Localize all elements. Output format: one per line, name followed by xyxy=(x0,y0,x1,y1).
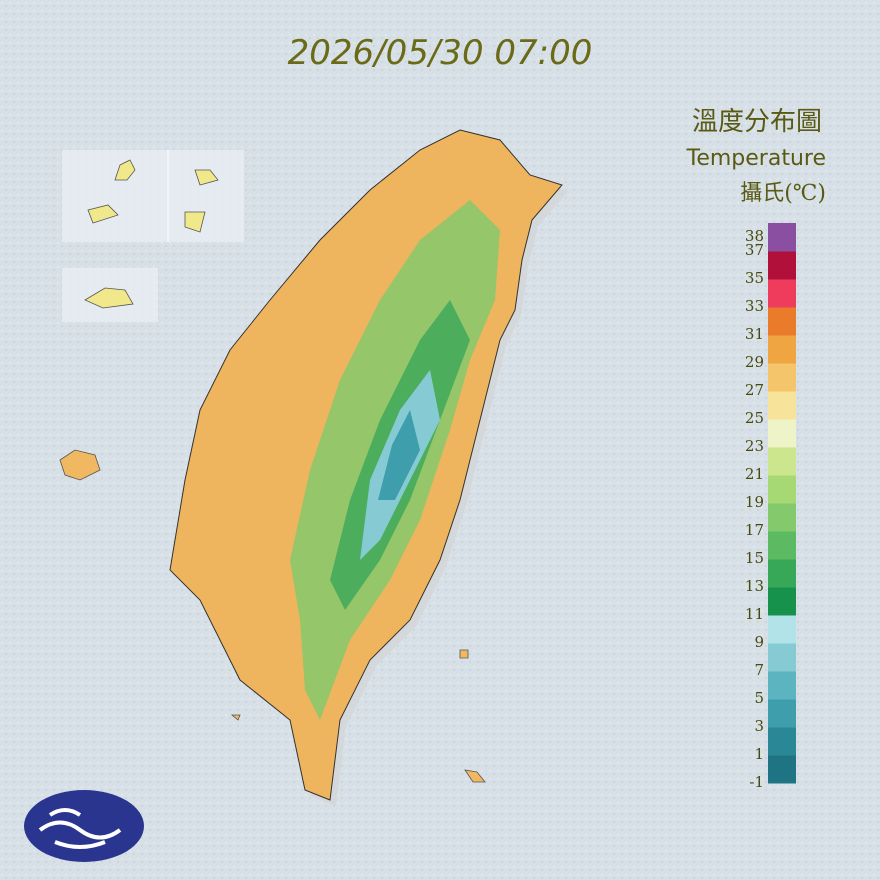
legend-tick-label: 3 xyxy=(754,717,764,735)
legend-tick-label: 35 xyxy=(745,269,764,287)
legend-color-band xyxy=(768,559,796,588)
legend-tick-label: 5 xyxy=(754,689,764,707)
legend-title: 溫度分布圖 xyxy=(692,107,822,137)
legend-tick-label: 25 xyxy=(745,409,764,427)
legend-tick-label: 37 xyxy=(745,241,764,259)
legend-tick-label: 11 xyxy=(745,605,764,623)
legend-tick-label: 17 xyxy=(745,521,764,539)
legend-color-band xyxy=(768,755,796,784)
legend-tick-label: 29 xyxy=(745,353,764,371)
legend-subtitle: Temperature xyxy=(686,146,826,171)
legend-color-band xyxy=(768,699,796,728)
legend-color-band xyxy=(768,223,796,252)
legend-color-band xyxy=(768,643,796,672)
legend-color-band xyxy=(768,391,796,420)
legend-tick-label: 13 xyxy=(745,577,764,595)
taiwan-map xyxy=(169,129,568,806)
legend-unit: 攝氏(℃) xyxy=(740,181,826,206)
legend-tick-label: 19 xyxy=(745,493,764,511)
logo xyxy=(24,790,144,862)
legend-color-band xyxy=(768,671,796,700)
legend-tick-label: 15 xyxy=(745,549,764,567)
legend-color-band xyxy=(768,251,796,280)
legend-color-band xyxy=(768,279,796,308)
legend-tick-label: 7 xyxy=(754,661,764,679)
legend-tick-label: 23 xyxy=(745,437,764,455)
legend-tick-label: 38 xyxy=(745,227,764,245)
timestamp: 2026/05/30 07:00 xyxy=(288,33,593,73)
legend-color-band xyxy=(768,447,796,476)
legend-tick-label: 9 xyxy=(754,633,764,651)
legend-color-band xyxy=(768,727,796,756)
legend-color-band xyxy=(768,307,796,336)
legend-color-band xyxy=(768,587,796,616)
legend-color-band xyxy=(768,503,796,532)
legend-color-band xyxy=(768,475,796,504)
legend-tick-label: 21 xyxy=(745,465,764,483)
legend-tick-label: 1 xyxy=(754,745,764,763)
legend-color-band xyxy=(768,363,796,392)
legend-color-band xyxy=(768,615,796,644)
legend-tick-label: 31 xyxy=(745,325,764,343)
inset-islands xyxy=(59,150,486,783)
legend-color-band xyxy=(768,335,796,364)
legend-tick-label: 33 xyxy=(745,297,764,315)
legend-color-band xyxy=(768,531,796,560)
legend-tick-label: -1 xyxy=(749,773,764,791)
legend-tick-label: 27 xyxy=(745,381,764,399)
legend-color-band xyxy=(768,419,796,448)
